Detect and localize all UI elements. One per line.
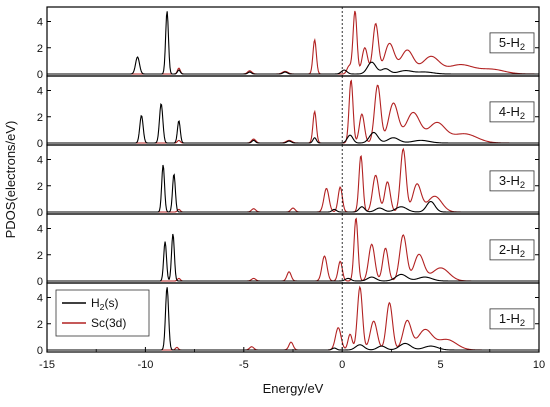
ytick-label: 4 [37, 86, 43, 98]
xtick-label: 5 [438, 359, 444, 371]
panel-label-box [489, 101, 535, 123]
ytick-label: 2 [37, 319, 43, 331]
ytick-label: 4 [37, 293, 43, 305]
legend-label: H2(s) [91, 296, 118, 312]
panel-label: 2-H2 [499, 242, 525, 259]
ytick-label: 0 [37, 69, 43, 81]
panel-label-box [489, 239, 535, 261]
panel-frame [46, 213, 540, 284]
xtick-label: -15 [39, 359, 55, 371]
panel-frame [46, 75, 540, 146]
xtick-label: 10 [533, 359, 545, 371]
panel-label: 3-H2 [499, 173, 525, 190]
panel-label-box [489, 32, 535, 54]
ytick-label: 2 [37, 112, 43, 124]
series-sc3d-line [47, 79, 539, 144]
panel-label-box [489, 170, 535, 192]
panel-frame [46, 6, 540, 77]
series-sc3d-line [47, 10, 539, 75]
ytick-label: 0 [37, 276, 43, 288]
panel-frame [46, 144, 540, 215]
ytick-label: 4 [37, 17, 43, 29]
ytick-label: 2 [37, 43, 43, 55]
series-h2s-line [47, 233, 539, 282]
panel-label: 5-H2 [499, 35, 525, 52]
series-h2s-line [47, 103, 539, 144]
ytick-label: 0 [37, 345, 43, 357]
legend [55, 289, 150, 337]
panel-label: 4-H2 [499, 104, 525, 121]
legend-label: Sc(3d) [91, 316, 126, 330]
ytick-label: 4 [37, 224, 43, 236]
xtick-label: -5 [239, 359, 249, 371]
ytick-label: 2 [37, 181, 43, 193]
x-axis-label: Energy/eV [263, 381, 324, 396]
ytick-label: 0 [37, 138, 43, 150]
series-sc3d-line [47, 217, 539, 282]
xtick-label: 0 [339, 359, 345, 371]
series-h2s-line [47, 11, 539, 75]
series-h2s-line [47, 164, 539, 213]
ytick-label: 4 [37, 155, 43, 167]
panel-label-box [489, 308, 535, 330]
xtick-label: -10 [137, 359, 153, 371]
panel-label: 1-H2 [499, 311, 525, 328]
series-sc3d-line [47, 147, 539, 213]
y-axis-label: PDOS(electrons/eV) [3, 121, 18, 239]
ytick-label: 2 [37, 250, 43, 262]
ytick-label: 0 [37, 207, 43, 219]
